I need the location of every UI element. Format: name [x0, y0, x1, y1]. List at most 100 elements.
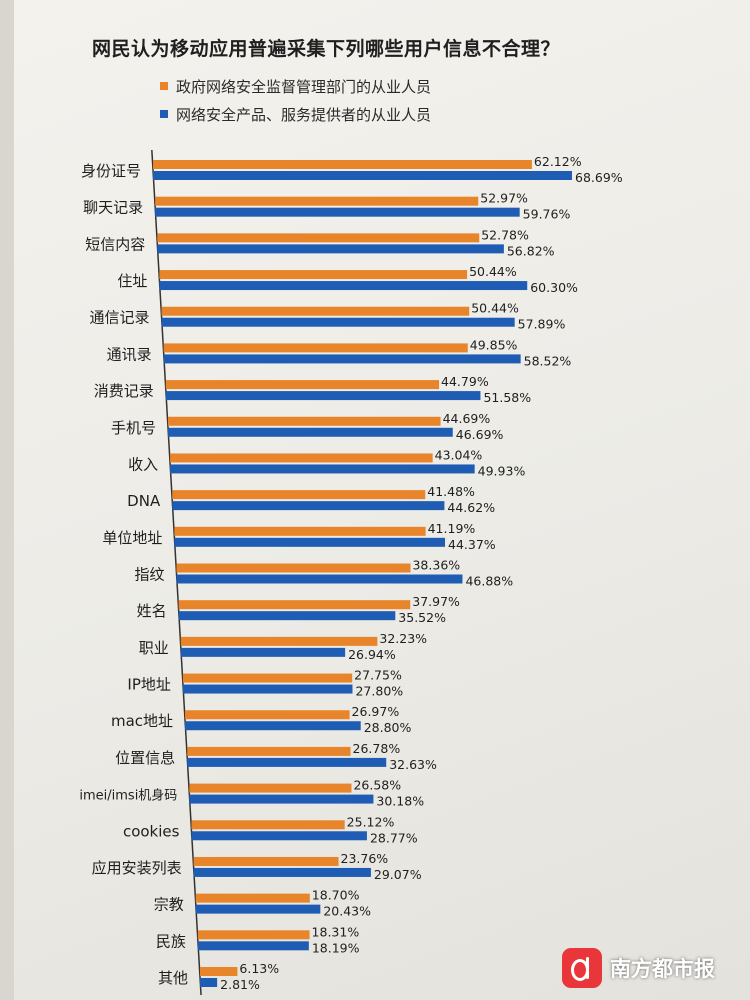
value-label-blue-11: 46.88%: [465, 574, 513, 589]
bar-blue-1: [155, 207, 520, 217]
bar-orange-20: [195, 893, 310, 903]
value-label-blue-22: 2.81%: [220, 977, 260, 992]
value-label-orange-21: 18.31%: [312, 924, 360, 939]
category-label-13: 职业: [139, 639, 169, 657]
bar-orange-6: [165, 380, 440, 390]
bar-orange-1: [155, 196, 479, 206]
value-label-orange-5: 49.85%: [470, 337, 518, 352]
bar-orange-16: [187, 746, 351, 756]
bar-blue-2: [157, 244, 504, 254]
value-label-blue-9: 44.62%: [447, 500, 495, 515]
chart-legend: 政府网络安全监督管理部门的从业人员 网络安全产品、服务提供者的从业人员: [160, 72, 431, 128]
category-label-9: DNA: [127, 492, 161, 510]
value-label-blue-18: 28.77%: [370, 830, 418, 845]
value-label-blue-20: 20.43%: [323, 904, 371, 919]
value-label-blue-6: 51.58%: [483, 390, 531, 405]
category-label-20: 宗教: [154, 896, 184, 914]
bar-orange-18: [191, 820, 345, 830]
value-label-orange-13: 32.23%: [379, 631, 427, 646]
watermark: 南方都市报: [562, 948, 715, 988]
value-label-orange-19: 23.76%: [341, 851, 389, 866]
bar-orange-15: [185, 710, 350, 720]
category-label-22: 其他: [158, 969, 188, 987]
category-label-1: 聊天记录: [83, 199, 143, 217]
category-label-10: 单位地址: [102, 529, 162, 547]
bar-orange-17: [189, 783, 352, 793]
bar-blue-14: [182, 684, 353, 694]
bar-orange-3: [159, 270, 468, 280]
value-label-orange-0: 62.12%: [534, 154, 582, 169]
category-label-2: 短信内容: [85, 235, 145, 253]
bar-orange-13: [180, 636, 378, 646]
value-label-blue-10: 44.37%: [448, 537, 496, 552]
bar-blue-0: [153, 171, 573, 180]
value-label-blue-13: 26.94%: [348, 647, 396, 662]
value-label-blue-8: 49.93%: [478, 463, 526, 478]
bar-orange-7: [167, 416, 441, 426]
value-label-blue-0: 68.69%: [575, 170, 623, 185]
legend-swatch-blue: [160, 110, 168, 118]
y-axis-line: [151, 149, 202, 996]
bar-blue-4: [161, 317, 515, 327]
value-label-blue-2: 56.82%: [507, 243, 555, 258]
category-label-18: cookies: [123, 822, 180, 840]
category-label-15: mac地址: [111, 712, 173, 730]
bar-orange-0: [153, 160, 532, 169]
bar-blue-7: [167, 427, 453, 437]
bar-blue-6: [165, 391, 481, 401]
bar-blue-11: [176, 574, 463, 584]
value-label-blue-7: 46.69%: [456, 427, 504, 442]
value-label-blue-19: 29.07%: [374, 867, 422, 882]
category-label-4: 通信记录: [90, 309, 150, 327]
category-label-19: 应用安装列表: [92, 859, 182, 877]
bar-orange-22: [200, 967, 238, 976]
value-label-blue-14: 27.80%: [355, 684, 403, 699]
chart-title: 网民认为移动应用普遍采集下列哪些用户信息不合理？: [92, 38, 561, 60]
value-label-orange-9: 41.48%: [427, 484, 475, 499]
category-label-7: 手机号: [111, 419, 156, 437]
bar-orange-4: [161, 306, 470, 316]
value-label-orange-1: 52.97%: [480, 191, 528, 206]
value-label-orange-8: 43.04%: [435, 447, 483, 462]
bar-orange-21: [197, 930, 310, 940]
bar-blue-17: [189, 794, 374, 804]
bar-blue-12: [178, 611, 396, 621]
value-label-blue-17: 30.18%: [376, 794, 424, 809]
value-label-orange-12: 37.97%: [412, 594, 460, 609]
value-label-blue-21: 18.19%: [312, 940, 360, 955]
watermark-text: 南方都市报: [610, 957, 715, 981]
bar-blue-22: [200, 978, 218, 987]
bar-blue-20: [195, 904, 321, 914]
value-label-orange-18: 25.12%: [347, 814, 395, 829]
value-label-orange-16: 26.78%: [353, 741, 401, 756]
value-label-blue-12: 35.52%: [398, 610, 446, 625]
value-label-blue-3: 60.30%: [530, 280, 578, 295]
bar-blue-18: [191, 831, 367, 841]
value-label-orange-2: 52.78%: [481, 227, 529, 242]
value-label-blue-1: 59.76%: [523, 207, 571, 222]
value-label-orange-4: 50.44%: [471, 301, 519, 316]
value-label-blue-4: 57.89%: [518, 317, 566, 332]
value-label-orange-11: 38.36%: [412, 558, 460, 573]
bar-orange-14: [182, 673, 353, 683]
bar-blue-21: [197, 941, 309, 951]
bar-blue-5: [163, 354, 521, 364]
bar-blue-16: [187, 757, 387, 767]
legend-item-blue: 网络安全产品、服务提供者的从业人员: [160, 100, 431, 128]
category-label-8: 收入: [128, 455, 158, 473]
nd-logo-icon: [562, 948, 602, 988]
category-label-16: 位置信息: [115, 749, 175, 767]
bar-orange-2: [157, 233, 480, 243]
bar-blue-10: [174, 537, 446, 547]
legend-label-blue: 网络安全产品、服务提供者的从业人员: [176, 105, 432, 124]
legend-swatch-orange: [160, 82, 168, 90]
category-label-12: 姓名: [137, 602, 167, 620]
value-label-orange-20: 18.70%: [312, 888, 360, 903]
category-label-6: 消费记录: [94, 382, 154, 400]
value-label-blue-16: 32.63%: [389, 757, 437, 772]
bar-blue-8: [170, 464, 475, 474]
category-label-3: 住址: [117, 272, 147, 290]
bar-orange-5: [163, 343, 468, 353]
category-label-21: 民族: [156, 932, 186, 950]
value-label-orange-6: 44.79%: [441, 374, 489, 389]
